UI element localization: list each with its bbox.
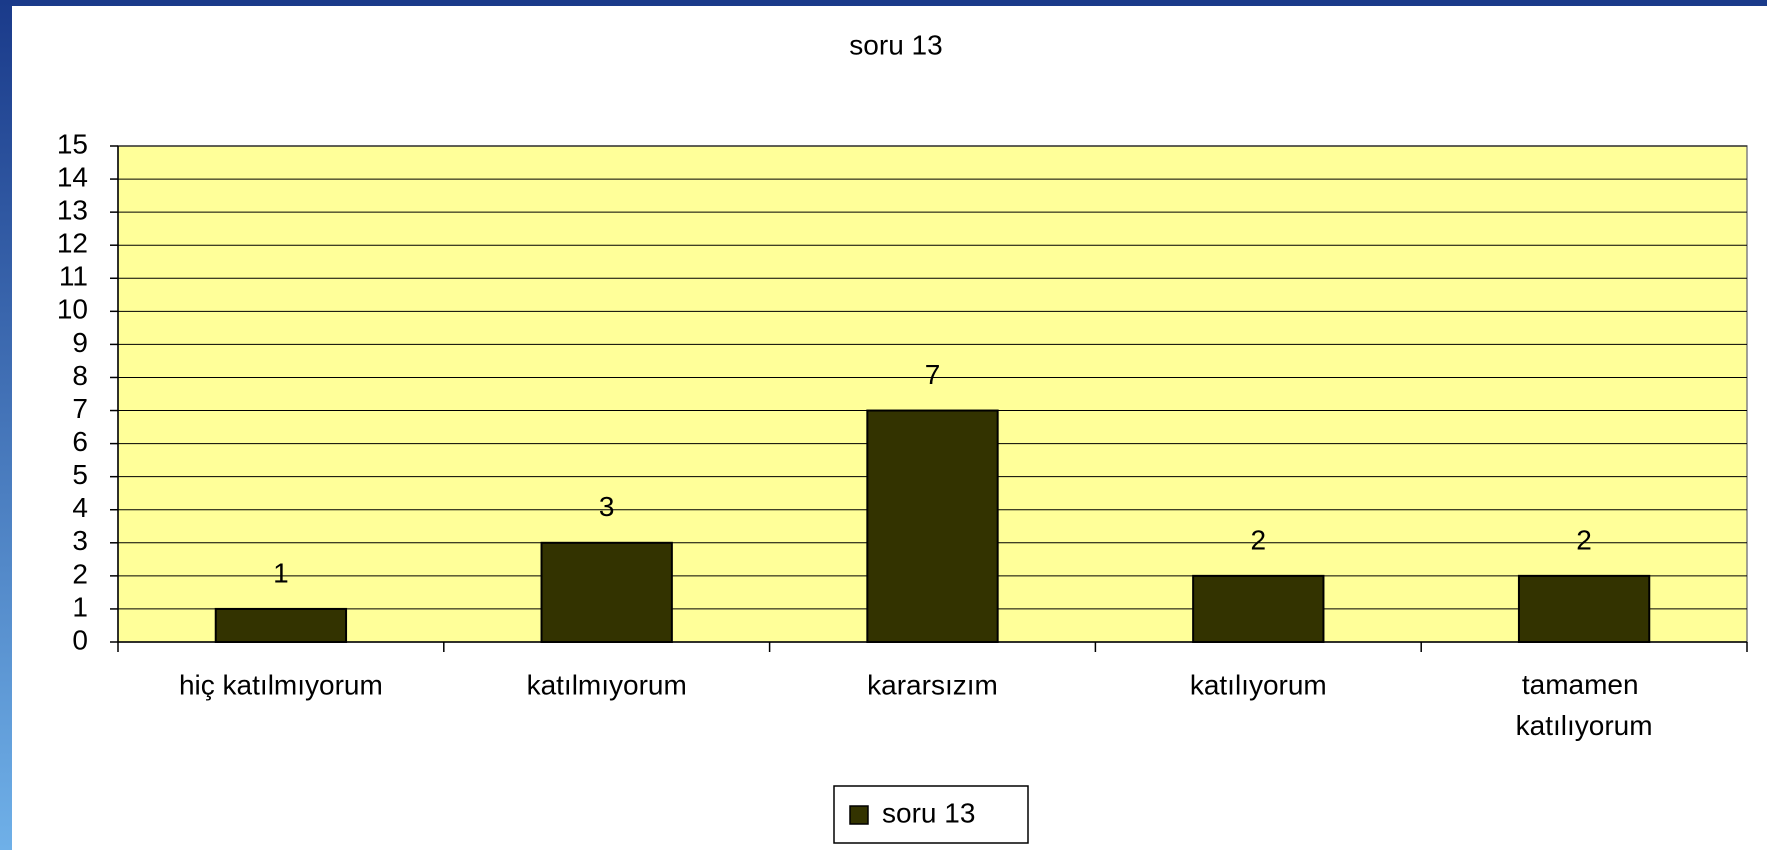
- legend-label: soru 13: [882, 797, 975, 828]
- bar: [1517, 574, 1651, 643]
- y-tick-label: 8: [72, 360, 88, 391]
- y-tick-label: 7: [72, 393, 88, 424]
- y-tick-label: 1: [72, 591, 88, 622]
- data-label: 1: [273, 557, 289, 588]
- bar: [540, 541, 673, 643]
- data-label: 2: [1251, 524, 1267, 555]
- y-tick-label: 6: [72, 426, 88, 457]
- data-label: 7: [925, 359, 941, 390]
- y-tick-label: 9: [72, 327, 88, 358]
- x-tick-label: kararsızım: [867, 669, 998, 700]
- y-tick-label: 2: [72, 558, 88, 589]
- data-label: 3: [599, 491, 615, 522]
- y-tick-label: 11: [59, 261, 88, 292]
- bar: [866, 409, 999, 643]
- y-tick-label: 13: [57, 195, 88, 226]
- y-tick-label: 15: [57, 128, 88, 159]
- y-tick-label: 4: [72, 492, 88, 523]
- bar: [1192, 574, 1325, 643]
- x-tick-label: katılmıyorum: [527, 669, 687, 700]
- y-tick-label: 12: [57, 228, 88, 259]
- bar: [214, 607, 348, 644]
- y-tick-label: 3: [72, 525, 88, 556]
- legend-swatch: [849, 805, 869, 825]
- y-tick-label: 5: [72, 459, 88, 490]
- y-tick-label: 14: [57, 161, 88, 192]
- data-label: 2: [1576, 524, 1592, 555]
- x-tick-label: tamamen katılıyorum: [1516, 669, 1653, 741]
- chart-title: soru 13: [849, 29, 942, 60]
- x-tick-label: katılıyorum: [1190, 669, 1327, 700]
- x-tick-label: hiç katılmıyorum: [179, 669, 383, 700]
- y-tick-label: 0: [72, 624, 88, 655]
- y-tick-label: 10: [57, 294, 88, 325]
